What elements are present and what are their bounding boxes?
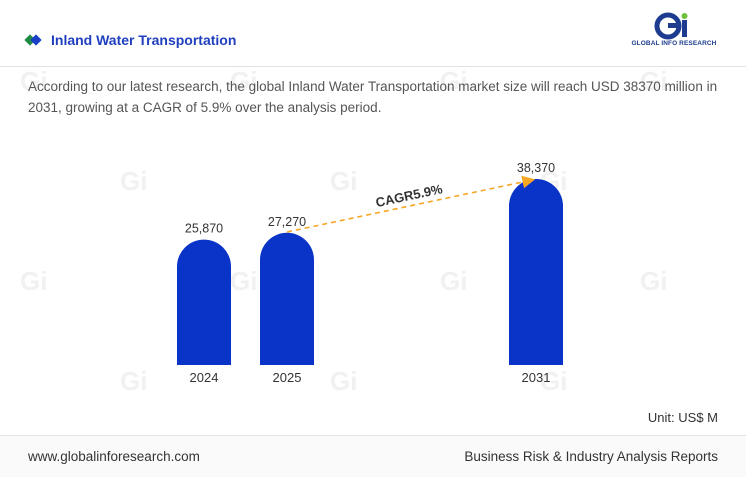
footer-website: www.globalinforesearch.com (28, 449, 200, 464)
footer: www.globalinforesearch.com Business Risk… (0, 435, 746, 477)
bar-2024 (177, 239, 231, 365)
category-label-2025: 2025 (273, 370, 302, 385)
value-label-2025: 27,270 (268, 215, 306, 229)
title-group: Inland Water Transportation (24, 32, 237, 48)
header: Inland Water Transportation GLOBAL INFO … (0, 0, 746, 67)
category-label-2031: 2031 (522, 370, 551, 385)
cagr-arrow (286, 175, 536, 233)
logo-text: GLOBAL INFO RESEARCH (631, 40, 717, 47)
bar-2025 (260, 232, 314, 365)
bar-2031 (509, 179, 563, 365)
value-label-2031: 38,370 (517, 161, 555, 175)
footer-tagline: Business Risk & Industry Analysis Report… (464, 449, 718, 464)
category-label-2024: 2024 (190, 370, 219, 385)
cagr-label: CAGR5.9% (374, 181, 444, 210)
summary-text: According to our latest research, the gl… (28, 79, 718, 115)
unit-label: Unit: US$ M (647, 410, 718, 425)
page-title: Inland Water Transportation (51, 32, 237, 48)
gir-logo-icon (654, 12, 688, 40)
value-label-2024: 25,870 (185, 222, 223, 236)
